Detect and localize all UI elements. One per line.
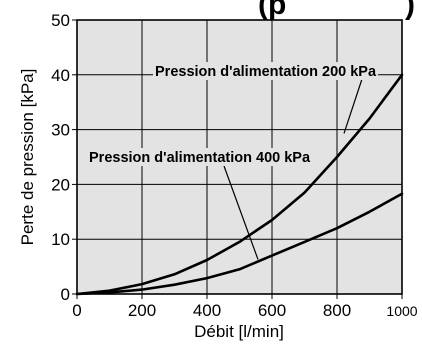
x-tick-label-0: 0	[72, 301, 81, 320]
x-axis-label: Débit [l/min]	[194, 322, 284, 341]
annotation-200kpa-leader	[343, 78, 363, 134]
y-tick-label-50: 50	[51, 11, 70, 30]
curves	[75, 73, 404, 296]
title-fragment: (p)	[258, 0, 415, 21]
annotations: Pression d'alimentation 200 kPa Pression …	[87, 62, 379, 260]
y-tick-label-30: 30	[51, 121, 70, 140]
annotation-200kpa-bg	[153, 62, 379, 80]
annotation-400kpa-label: Pression d'alimentation 400 kPa	[89, 150, 311, 166]
y-tick-label-10: 10	[51, 230, 70, 249]
y-tick-label-0: 0	[61, 285, 70, 304]
y-tick-labels: 0 10 20 30 40 50	[51, 11, 70, 304]
annotation-400kpa-leader	[223, 165, 259, 260]
title-fragment-right: )	[405, 0, 415, 21]
x-tick-labels: 0 200 400 600 800 1000	[72, 301, 418, 320]
y-axis-label: Perte de pression [kPa]	[18, 69, 37, 246]
axis-labels: Débit [l/min] Perte de pression [kPa]	[18, 69, 284, 341]
y-tick-label-40: 40	[51, 66, 70, 85]
x-tick-label-600: 600	[258, 301, 286, 320]
x-tick-label-1000: 1000	[386, 303, 417, 319]
y-tick-label-20: 20	[51, 175, 70, 194]
annotation-400kpa-bg	[87, 148, 313, 166]
x-tick-label-200: 200	[128, 301, 156, 320]
x-tick-label-400: 400	[193, 301, 221, 320]
series-line-200kpa	[75, 73, 404, 296]
x-tick-label-800: 800	[323, 301, 351, 320]
series-line-400kpa	[75, 192, 404, 296]
title-fragment-left: (p	[258, 0, 286, 21]
annotation-200kpa-label: Pression d'alimentation 200 kPa	[155, 64, 377, 80]
